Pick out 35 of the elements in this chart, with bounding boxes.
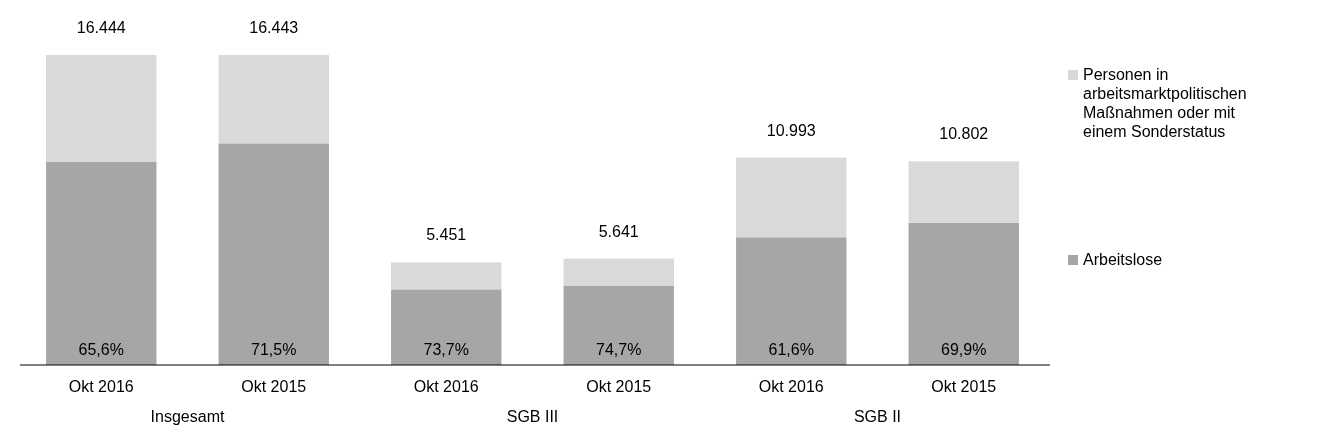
annotation: 71,5% xyxy=(251,341,297,358)
bar xyxy=(736,157,847,238)
bar xyxy=(736,237,847,365)
annotation: 5.451 xyxy=(426,226,467,244)
text: SGB III xyxy=(506,408,559,425)
text: SGB II xyxy=(853,408,902,425)
bar xyxy=(391,262,502,290)
annotation: 65,6% xyxy=(78,341,124,358)
bar xyxy=(908,222,1019,365)
annotation: 73,7% xyxy=(423,341,469,358)
x-tick-label: Okt 2015 xyxy=(586,378,652,395)
bar xyxy=(563,258,674,286)
bar xyxy=(46,55,157,162)
bar xyxy=(563,285,674,365)
text: Insgesamt xyxy=(150,408,225,425)
bar xyxy=(218,55,329,144)
bar xyxy=(46,161,157,365)
annotation: 5.641 xyxy=(598,222,639,240)
bar xyxy=(218,143,329,365)
annotation: 61,6% xyxy=(768,341,814,358)
text: 16.444 xyxy=(76,19,126,36)
annotation: 74,7% xyxy=(596,341,642,358)
text: 16.443 xyxy=(249,19,299,36)
x-tick-label: Okt 2016 xyxy=(413,378,479,395)
annotation: 10.802 xyxy=(939,125,989,143)
bar xyxy=(391,289,502,365)
x-tick-label: Okt 2016 xyxy=(68,378,134,395)
bar xyxy=(908,161,1019,223)
legend-label: Arbeitslose xyxy=(1083,251,1163,268)
x-tick-label: Okt 2015 xyxy=(241,378,307,395)
x-tick-label: Okt 2015 xyxy=(931,378,997,395)
annotation: 10.993 xyxy=(766,121,816,139)
x-tick-label: Okt 2016 xyxy=(758,378,824,395)
legend-label: Personen in arbeitsmarktpolitischen Maßnahmen oder mit einem Sonderstatus xyxy=(1083,66,1247,140)
annotation: 69,9% xyxy=(941,341,987,358)
